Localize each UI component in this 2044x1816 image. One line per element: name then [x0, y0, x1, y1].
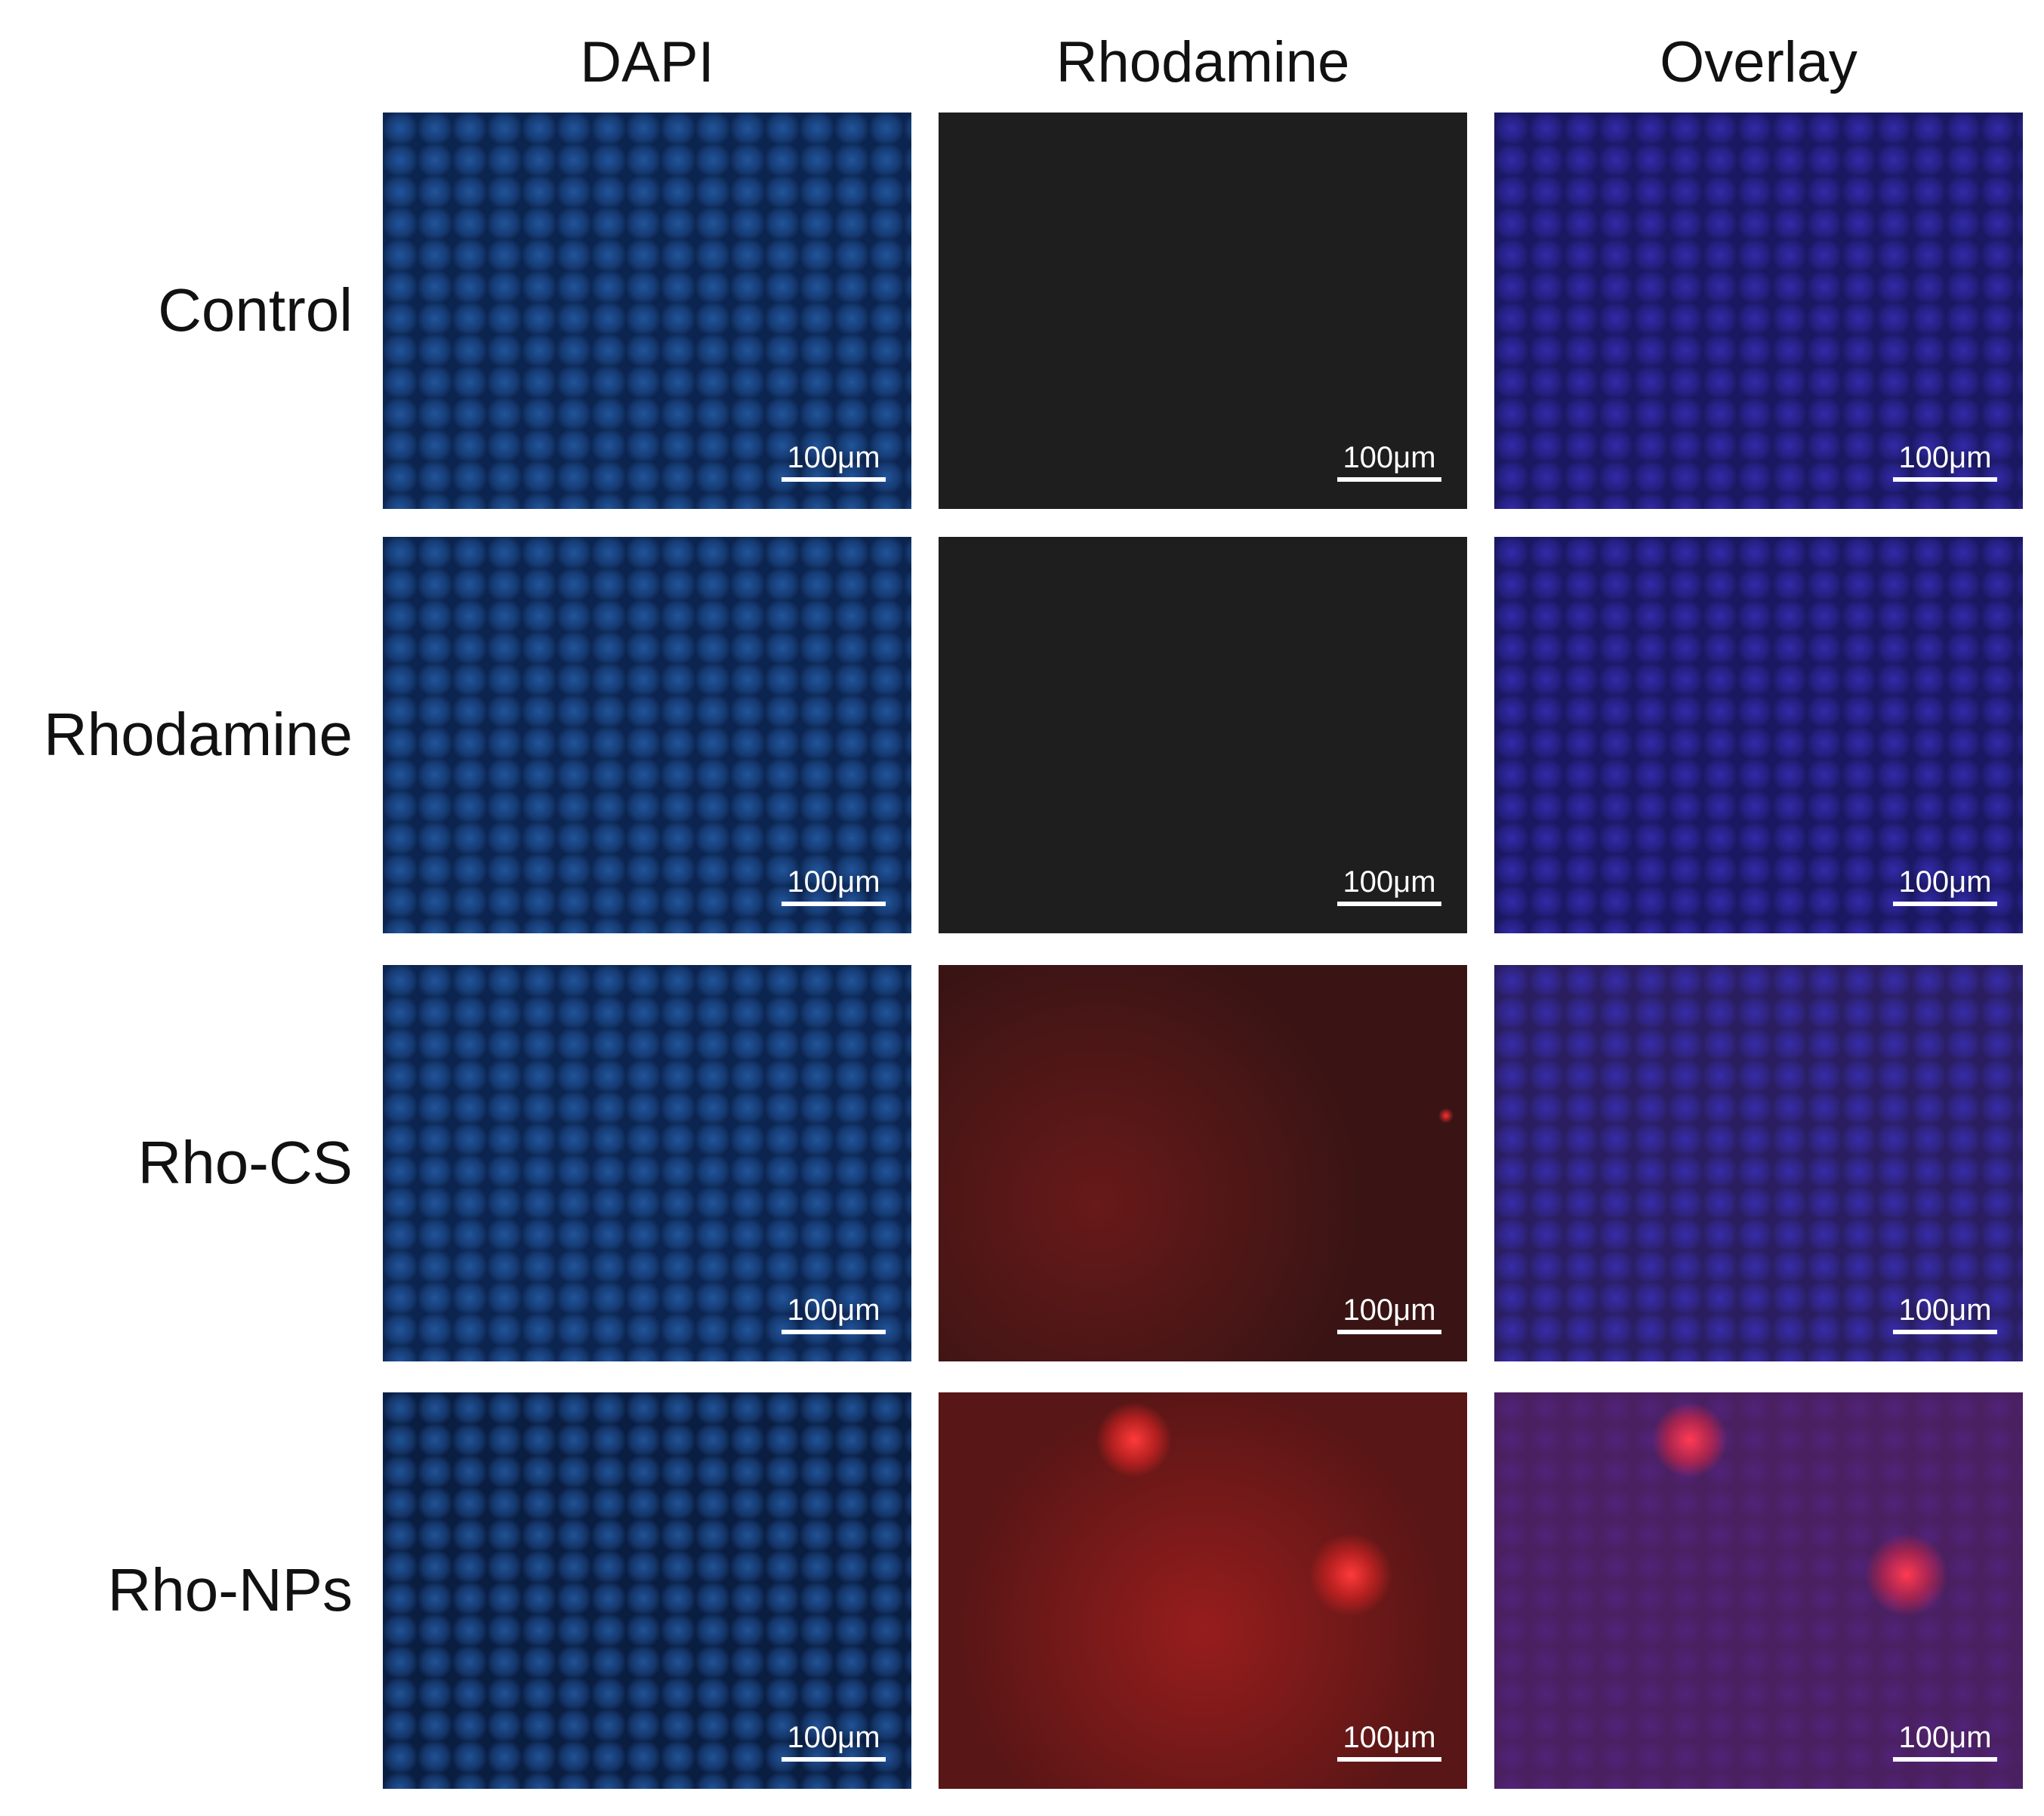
- scale-bar: 100μm: [782, 865, 886, 906]
- scale-bar: 100μm: [1337, 1293, 1441, 1334]
- micrograph: 100μm: [383, 537, 911, 933]
- micrograph: 100μm: [939, 113, 1467, 509]
- scale-bar: 100μm: [782, 1293, 886, 1334]
- micrograph: 100μm: [939, 965, 1467, 1361]
- scale-bar: 100μm: [1893, 441, 1997, 482]
- scale-bar: 100μm: [1337, 441, 1441, 482]
- micrograph: 100μm: [1494, 1392, 2023, 1789]
- scale-bar: 100μm: [1893, 1293, 1997, 1334]
- column-header: DAPI: [580, 30, 714, 94]
- row-label: Rhodamine: [43, 701, 353, 768]
- row-label: Rho-NPs: [107, 1556, 353, 1623]
- micrograph: 100μm: [1494, 113, 2023, 509]
- micrograph: 100μm: [383, 113, 911, 509]
- scale-bar: 100μm: [1893, 1721, 1997, 1762]
- micrograph: 100μm: [939, 537, 1467, 933]
- scale-bar: 100μm: [1893, 865, 1997, 906]
- column-header: Rhodamine: [1056, 30, 1350, 94]
- micrograph: 100μm: [939, 1392, 1467, 1789]
- scale-bar: 100μm: [782, 441, 886, 482]
- row-label: Rho-CS: [137, 1129, 353, 1196]
- micrograph: 100μm: [383, 965, 911, 1361]
- scale-bar: 100μm: [1337, 1721, 1441, 1762]
- micrograph: 100μm: [1494, 537, 2023, 933]
- scale-bar: 100μm: [1337, 865, 1441, 906]
- column-header: Overlay: [1660, 30, 1857, 94]
- micrograph: 100μm: [383, 1392, 911, 1789]
- micrograph: 100μm: [1494, 965, 2023, 1361]
- row-label: Control: [158, 276, 353, 344]
- scale-bar: 100μm: [782, 1721, 886, 1762]
